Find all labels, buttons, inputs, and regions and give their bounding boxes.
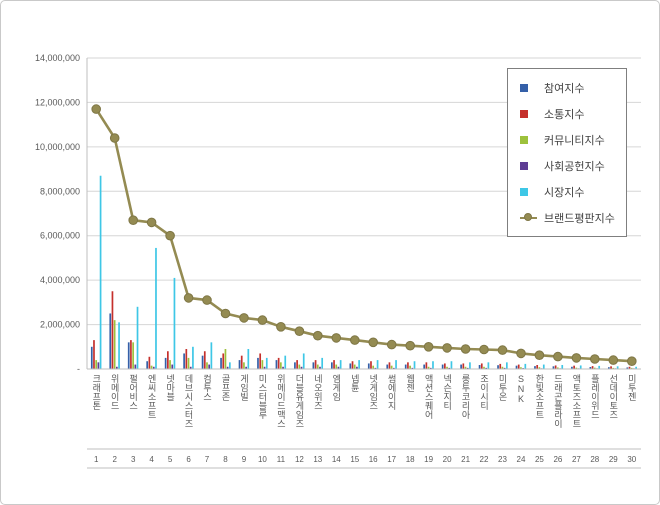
legend-label-participation-index: 참여지수	[544, 82, 585, 95]
svg-text:-: -	[77, 364, 80, 374]
svg-text:19: 19	[424, 455, 433, 464]
svg-text:21: 21	[461, 455, 470, 464]
y-axis-tick-labels: - 2,000,000 4,000,000 6,000,000 8,000,000 10,…	[35, 53, 80, 374]
legend-swatch-icon-communication-index	[520, 109, 537, 118]
svg-text:9: 9	[242, 455, 247, 464]
legend-item-social-contribution-index: 사회공헌지수	[520, 156, 622, 175]
svg-text:8,000,000: 8,000,000	[40, 186, 80, 196]
svg-text:8: 8	[223, 455, 228, 464]
legend-item-participation-index: 참여지수	[520, 78, 622, 97]
svg-text:15: 15	[350, 455, 359, 464]
legend-swatch-icon-community-index	[520, 135, 537, 144]
svg-text:12: 12	[295, 455, 304, 464]
svg-text:23: 23	[498, 455, 507, 464]
svg-text:27: 27	[572, 455, 581, 464]
legend-label-community-index: 커뮤니티지수	[544, 134, 605, 147]
svg-text:30: 30	[627, 455, 636, 464]
svg-text:14,000,000: 14,000,000	[35, 53, 80, 63]
legend-swatch-icon-market-index	[520, 187, 537, 196]
legend-item-market-index: 시장지수	[520, 182, 622, 201]
svg-text:16: 16	[369, 455, 378, 464]
line-markers-brand-reputation-index	[91, 104, 637, 367]
svg-text:11: 11	[277, 455, 286, 464]
svg-text:13: 13	[313, 455, 322, 464]
legend-item-community-index: 커뮤니티지수	[520, 130, 622, 149]
svg-text:12,000,000: 12,000,000	[35, 97, 80, 107]
svg-text:2: 2	[112, 455, 117, 464]
axis-lines	[86, 58, 641, 469]
bars-participation-index	[90, 313, 629, 369]
svg-text:10,000,000: 10,000,000	[35, 142, 80, 152]
svg-text:4,000,000: 4,000,000	[40, 275, 80, 285]
legend-swatch-icon-participation-index	[520, 83, 537, 92]
legend-label-market-index: 시장지수	[544, 186, 585, 199]
bars-communication-index	[93, 291, 631, 369]
svg-text:1: 1	[94, 455, 99, 464]
legend-line-marker-icon-brand-reputation-index	[520, 213, 537, 222]
svg-text:24: 24	[517, 455, 526, 464]
legend-label-communication-index: 소통지수	[544, 108, 585, 121]
svg-text:28: 28	[590, 455, 599, 464]
svg-text:7: 7	[205, 455, 210, 464]
svg-text:2,000,000: 2,000,000	[40, 320, 80, 330]
legend-label-brand-reputation-index: 브랜드평판지수	[544, 212, 615, 225]
legend-item-brand-reputation-index: 브랜드평판지수	[520, 208, 622, 227]
bars-market-index	[99, 175, 637, 369]
svg-text:3: 3	[131, 455, 136, 464]
bars-community-index	[95, 320, 633, 369]
svg-text:5: 5	[168, 455, 173, 464]
svg-text:17: 17	[387, 455, 396, 464]
svg-text:22: 22	[480, 455, 489, 464]
svg-text:25: 25	[535, 455, 544, 464]
legend-label-social-contribution-index: 사회공헌지수	[544, 160, 605, 173]
svg-text:6,000,000: 6,000,000	[40, 231, 80, 241]
rank-number-row: 1 2 3 4 5 6 7 8 9 10 11 12 13 14 15 16 17 18 19 20 21 22 23 24 2…	[94, 455, 637, 464]
svg-text:14: 14	[332, 455, 341, 464]
gridlines	[87, 57, 641, 326]
svg-text:6: 6	[186, 455, 191, 464]
legend-item-communication-index: 소통지수	[520, 104, 622, 123]
svg-text:29: 29	[609, 455, 618, 464]
legend-swatch-icon-social-contribution-index	[520, 161, 537, 170]
svg-text:4: 4	[149, 455, 154, 464]
svg-text:20: 20	[443, 455, 452, 464]
bars-social-contribution-index	[97, 362, 635, 369]
svg-text:10: 10	[258, 455, 267, 464]
svg-text:18: 18	[406, 455, 415, 464]
svg-text:26: 26	[553, 455, 562, 464]
